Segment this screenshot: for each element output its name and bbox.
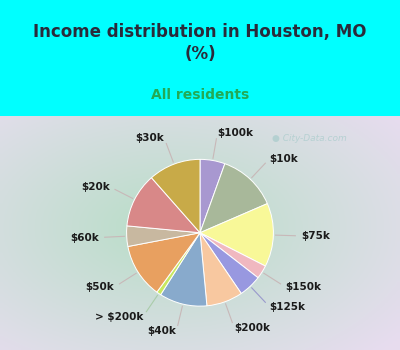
- Wedge shape: [200, 233, 258, 293]
- Text: $30k: $30k: [136, 133, 164, 143]
- Wedge shape: [200, 233, 241, 306]
- Wedge shape: [161, 233, 207, 306]
- Text: All residents: All residents: [151, 88, 249, 102]
- Text: $200k: $200k: [234, 323, 270, 333]
- Text: ● City-Data.com: ● City-Data.com: [272, 134, 347, 143]
- Text: $75k: $75k: [301, 231, 330, 241]
- Text: $10k: $10k: [269, 154, 298, 164]
- Wedge shape: [200, 159, 225, 233]
- Text: $20k: $20k: [81, 182, 110, 192]
- Text: > $200k: > $200k: [95, 312, 143, 322]
- Wedge shape: [200, 204, 273, 266]
- Text: $40k: $40k: [148, 326, 176, 336]
- Text: $100k: $100k: [218, 128, 254, 138]
- Text: $50k: $50k: [86, 282, 114, 292]
- Wedge shape: [127, 226, 200, 246]
- Text: $60k: $60k: [70, 232, 99, 243]
- Wedge shape: [127, 178, 200, 233]
- Text: Income distribution in Houston, MO
(%): Income distribution in Houston, MO (%): [33, 23, 367, 63]
- Wedge shape: [152, 159, 200, 233]
- Wedge shape: [128, 233, 200, 292]
- Wedge shape: [200, 164, 267, 233]
- Wedge shape: [157, 233, 200, 295]
- Text: $150k: $150k: [286, 282, 322, 292]
- Wedge shape: [200, 233, 265, 278]
- Text: $125k: $125k: [269, 302, 305, 312]
